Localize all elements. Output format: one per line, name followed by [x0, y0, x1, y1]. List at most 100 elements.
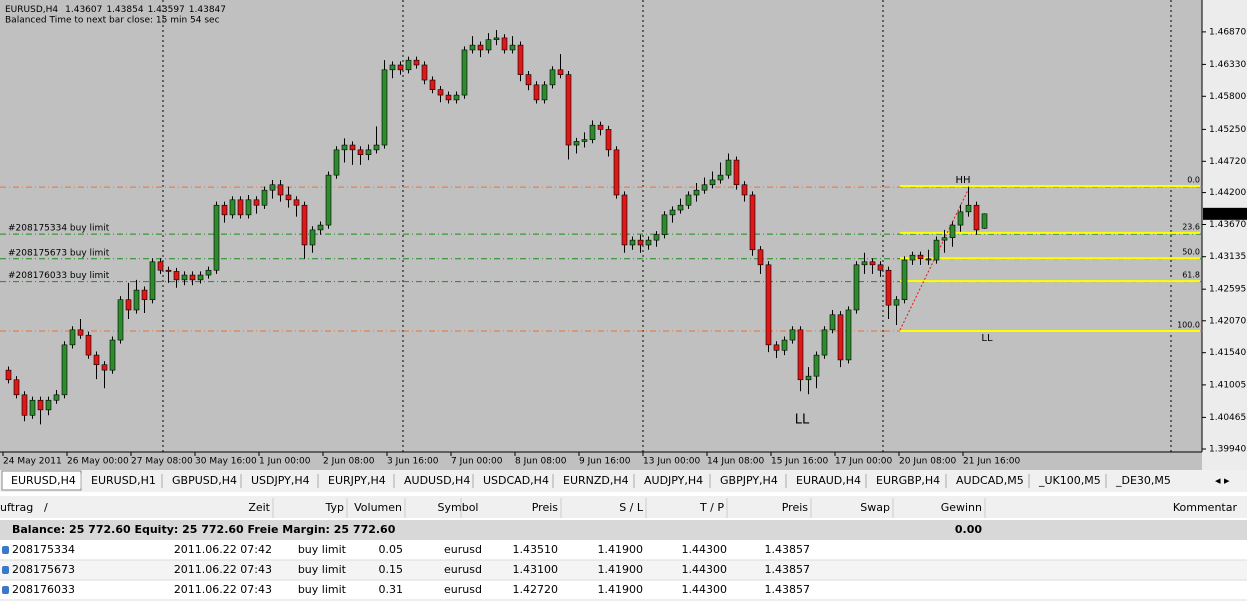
candle-body	[885, 269, 892, 306]
candle-body	[117, 299, 124, 341]
candle-body	[29, 399, 36, 416]
ohlc-value: 1.43854	[106, 5, 143, 15]
table-header: Preis	[782, 501, 809, 514]
candle-body	[733, 159, 740, 186]
table-header: uftrag	[0, 501, 33, 514]
tab[interactable]: EURAUD,H4	[796, 474, 861, 487]
row-icon	[2, 566, 9, 574]
cell: 1.41900	[598, 543, 644, 556]
cell: 208175673	[12, 563, 75, 576]
x-tick-label: 30 May 16:00	[195, 457, 257, 467]
cell: 1.41900	[598, 563, 644, 576]
candle-body	[293, 199, 300, 206]
candle-body	[349, 144, 356, 151]
x-tick-label: 13 Jun 00:00	[643, 457, 700, 467]
tab[interactable]: EURGBP,H4	[876, 474, 940, 487]
candle-body	[213, 204, 220, 271]
price-box	[1203, 207, 1247, 220]
x-tick-label: 17 Jun 00:00	[835, 457, 892, 467]
candle-body	[197, 274, 204, 281]
y-tick-label: 1.43670	[1209, 220, 1246, 230]
candle-body	[485, 39, 492, 51]
order-label: #208175334 buy limit	[8, 224, 110, 234]
balance-row-bg	[0, 520, 1247, 540]
ohlc-value: 1.43847	[189, 5, 226, 15]
table-header: T / P	[699, 501, 724, 514]
timer: Balanced Time to next bar close: 15 min …	[5, 16, 220, 26]
candle-body	[677, 204, 684, 211]
y-tick-label: 1.42070	[1209, 316, 1246, 326]
candle-body	[109, 339, 116, 371]
tab-bar	[0, 470, 1247, 492]
tab[interactable]: USDCAD,H4	[483, 474, 549, 487]
cell: 1.44300	[682, 543, 728, 556]
annotation: HH	[955, 175, 970, 186]
table-header: Kommentar	[1173, 501, 1238, 514]
y-tick-label: 1.45800	[1209, 92, 1246, 102]
candle-body	[421, 64, 428, 81]
tab[interactable]: AUDUSD,H4	[404, 474, 470, 487]
balance-profit: 0.00	[955, 523, 982, 536]
candle-body	[869, 261, 876, 266]
balance: Balance: 25 772.60 Equity: 25 772.60 Fre…	[12, 523, 396, 536]
tab[interactable]: GBPJPY,H4	[720, 474, 778, 487]
tab[interactable]: EURUSD,H4	[11, 474, 76, 487]
cell: eurusd	[444, 563, 482, 576]
table-header: Preis	[532, 501, 559, 514]
cell: 1.43857	[765, 543, 811, 556]
candle-body	[85, 334, 92, 356]
candle-body	[933, 239, 940, 261]
tab[interactable]: USDJPY,H4	[251, 474, 310, 487]
cell: 1.41900	[598, 583, 644, 596]
tab[interactable]: GBPUSD,H4	[172, 474, 237, 487]
candle-body	[685, 194, 692, 206]
candle-body	[341, 144, 348, 151]
table-header: S / L	[619, 501, 644, 514]
x-tick-label: 21 Jun 16:00	[963, 457, 1020, 467]
x-tick-label: 24 May 2011	[3, 457, 62, 467]
cell: 0.31	[379, 583, 404, 596]
tab[interactable]: AUDCAD,M5	[956, 474, 1024, 487]
candle-body	[269, 184, 276, 191]
table-header: Zeit	[248, 501, 270, 514]
tab[interactable]: _UK100,M5	[1038, 474, 1101, 487]
candle-body	[253, 199, 260, 206]
x-tick-label: 14 Jun 08:00	[707, 457, 764, 467]
cell: 1.43100	[513, 563, 559, 576]
cell: 0.05	[379, 543, 404, 556]
candle-body	[789, 329, 796, 341]
candle-body	[517, 44, 524, 75]
tab[interactable]: _DE30,M5	[1115, 474, 1171, 487]
tab[interactable]: EURJPY,H4	[328, 474, 386, 487]
candle-body	[453, 94, 460, 101]
fibo-label: 100.0	[1177, 321, 1200, 330]
candle-body	[573, 141, 580, 146]
candle-body	[981, 213, 988, 229]
candle-body	[373, 144, 380, 151]
table-header: Typ	[325, 501, 345, 514]
candle-body	[173, 271, 180, 281]
candle-body	[357, 149, 364, 155]
candle-body	[925, 258, 932, 261]
candle-body	[13, 379, 20, 396]
x-tick-label: 3 Jun 16:00	[387, 457, 439, 467]
candle-body	[581, 139, 588, 142]
candle-body	[701, 184, 708, 191]
candle-body	[717, 174, 724, 181]
tab[interactable]: EURUSD,H1	[91, 474, 156, 487]
candle-body	[973, 204, 980, 231]
candle-body	[605, 129, 612, 151]
table-header: Gewinn	[941, 501, 982, 514]
candle-body	[661, 214, 668, 236]
candle-body	[949, 224, 956, 239]
tab[interactable]: EURNZD,H4	[563, 474, 629, 487]
y-tick-label: 1.46330	[1209, 60, 1246, 70]
candle-body	[493, 37, 500, 41]
tab[interactable]: AUDJPY,H4	[644, 474, 703, 487]
candle-body	[805, 375, 812, 381]
candle-body	[53, 394, 60, 401]
cell: 2011.06.22 07:42	[174, 543, 272, 556]
candle-body	[781, 339, 788, 351]
x-tick-label: 26 May 00:00	[67, 457, 129, 467]
candle-body	[837, 314, 844, 361]
